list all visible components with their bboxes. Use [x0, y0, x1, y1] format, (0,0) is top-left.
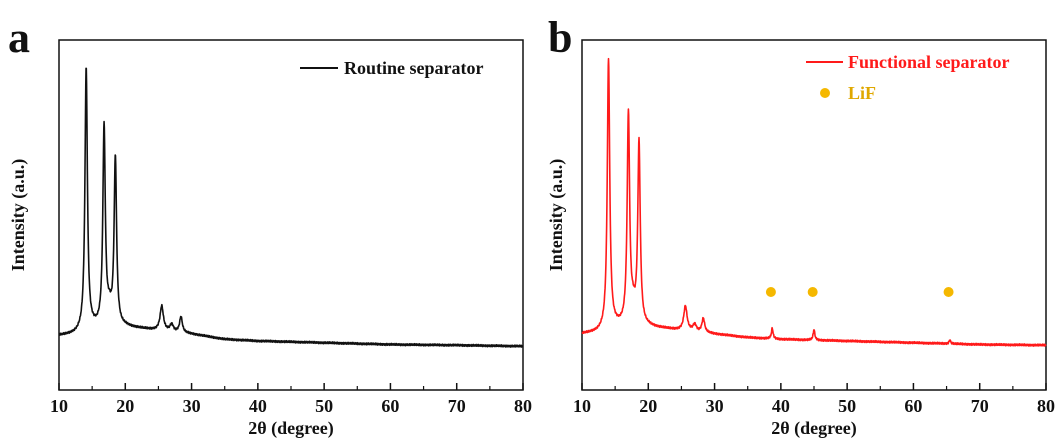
panel-a-plot-frame — [58, 39, 524, 391]
x-tick-label: 50 — [315, 396, 333, 416]
panel-b-legend-lif-label: LiF — [848, 83, 876, 103]
x-tick-label: 70 — [448, 396, 466, 416]
panel-b-letter: b — [548, 13, 572, 62]
panel-a-legend-label: Routine separator — [344, 58, 483, 78]
series-line — [58, 67, 524, 348]
panel-b-legend: Functional separator LiF — [806, 52, 1010, 103]
panel-b: b 10 20 30 40 50 60 70 80 2θ (degree) Intensity… — [546, 13, 1055, 439]
x-tick-label: 70 — [971, 396, 989, 416]
x-tick-label: 60 — [381, 396, 399, 416]
x-tick-label: 40 — [772, 396, 790, 416]
x-tick-label: 60 — [904, 396, 922, 416]
panel-b-plot-frame — [581, 39, 1047, 391]
x-tick-label: 30 — [183, 396, 201, 416]
panel-b-legend-label: Functional separator — [848, 52, 1010, 72]
panel-b-series-layer — [581, 57, 1047, 347]
x-tick-label: 30 — [706, 396, 724, 416]
panel-a-x-ticks: 10 20 30 40 50 60 70 80 — [50, 383, 532, 416]
x-tick-label: 10 — [573, 396, 591, 416]
panel-b-x-ticks: 10 20 30 40 50 60 70 80 — [573, 383, 1055, 416]
panel-b-x-axis-title: 2θ (degree) — [771, 418, 857, 439]
x-tick-label: 20 — [639, 396, 657, 416]
panel-b-y-axis-title: Intensity (a.u.) — [546, 159, 567, 272]
series-line — [581, 57, 1047, 347]
lif-peak-marker — [943, 287, 954, 297]
x-tick-label: 20 — [116, 396, 134, 416]
panel-a-legend: Routine separator — [300, 58, 483, 78]
x-tick-label: 80 — [514, 396, 532, 416]
lif-peak-marker — [765, 287, 776, 297]
panel-a-letter: a — [8, 13, 30, 62]
x-tick-label: 50 — [838, 396, 856, 416]
lif-peak-marker — [807, 287, 818, 297]
panel-a-y-axis-title: Intensity (a.u.) — [8, 159, 29, 272]
panel-b-legend-lif-marker — [820, 88, 830, 98]
x-tick-label: 40 — [249, 396, 267, 416]
panel-b-markers-layer — [765, 287, 954, 297]
x-tick-label: 10 — [50, 396, 68, 416]
x-tick-label: 80 — [1037, 396, 1055, 416]
panel-a: a 10 20 30 40 50 60 70 80 2θ (degree) Intensity… — [8, 13, 532, 439]
panel-a-x-axis-title: 2θ (degree) — [248, 418, 334, 439]
panel-a-series-layer — [58, 67, 524, 348]
